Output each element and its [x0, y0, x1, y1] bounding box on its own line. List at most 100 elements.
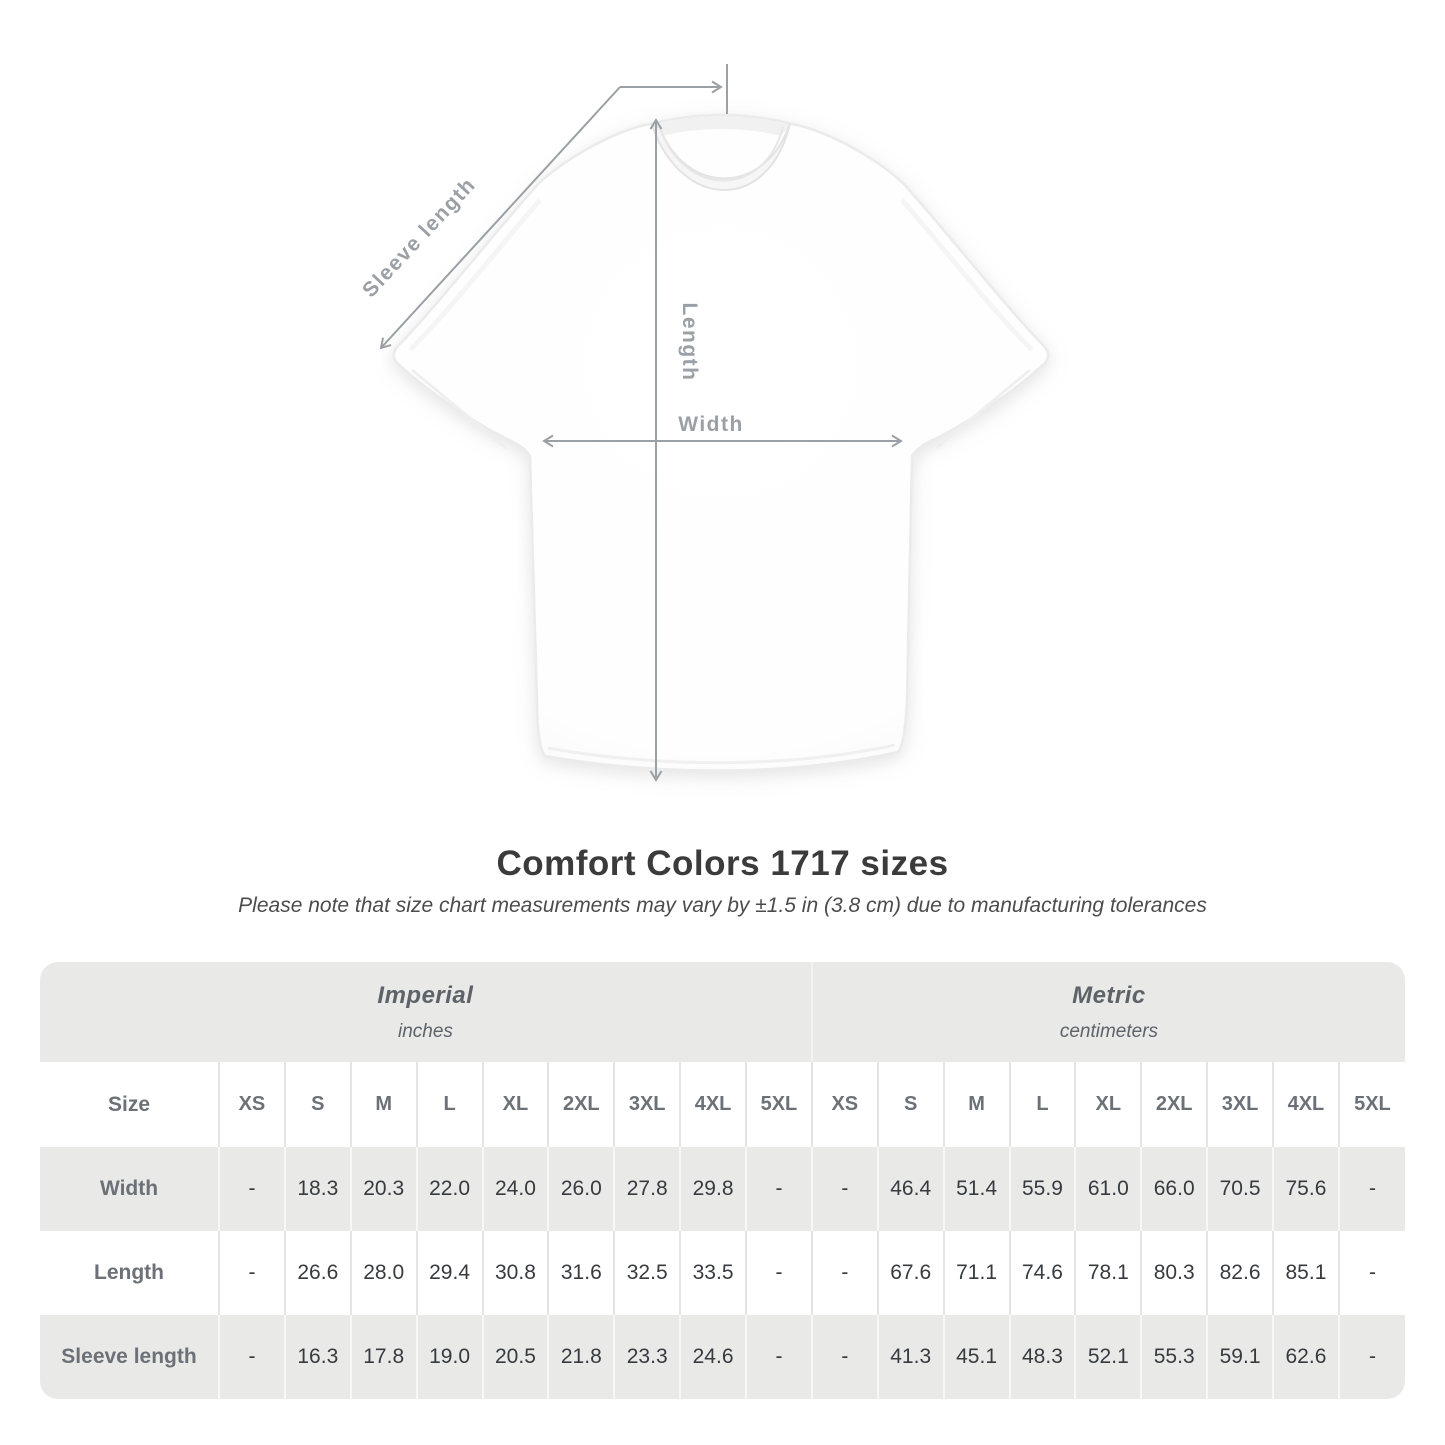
measurement-value: 52.1	[1074, 1315, 1142, 1399]
tshirt-diagram-image: Sleeve length Length Width	[358, 64, 1050, 782]
tshirt-illustration	[392, 113, 1050, 772]
measurement-value: 61.0	[1074, 1147, 1142, 1231]
measurement-value: 62.6	[1272, 1315, 1339, 1399]
size-column-header: M	[942, 1062, 1010, 1147]
imperial-band-name: Imperial	[377, 981, 474, 1009]
size-column-header: S	[876, 1062, 944, 1147]
measurement-annotations	[379, 64, 903, 782]
measurement-value: 33.5	[679, 1231, 746, 1315]
size-column-header: S	[283, 1062, 351, 1147]
measurement-value: 16.3	[283, 1315, 351, 1399]
unit-band-row: Imperial inches Metric centimeters	[40, 962, 1405, 1062]
measurement-value: 80.3	[1140, 1231, 1208, 1315]
size-column-header: 4XL	[1272, 1062, 1339, 1147]
measurement-value: 78.1	[1074, 1231, 1142, 1315]
size-column-header: 5XL	[1337, 1062, 1405, 1147]
size-table-body: Width -18.3 20.3 22.0 24.0 26.0 27.8 29.8- -46.4…	[40, 1147, 1405, 1399]
size-header-cell: Size	[107, 1092, 151, 1116]
metric-band: Metric centimeters	[810, 962, 1405, 1062]
measurement-value: 45.1	[942, 1315, 1010, 1399]
measurement-value: 55.9	[1008, 1147, 1076, 1231]
measurement-value: 29.4	[415, 1231, 483, 1315]
size-column-header: XL	[481, 1062, 549, 1147]
measurement-value: 82.6	[1206, 1231, 1273, 1315]
measurement-value: 41.3	[876, 1315, 944, 1399]
measurement-value: -	[810, 1231, 878, 1315]
measurement-value: 21.8	[547, 1315, 615, 1399]
measurement-value: -	[810, 1315, 878, 1399]
measurement-value: -	[218, 1315, 285, 1399]
measurement-value: 19.0	[415, 1315, 483, 1399]
imperial-band-unit: inches	[397, 1020, 453, 1042]
measurement-value: 67.6	[876, 1231, 944, 1315]
measurement-row: Length -26.6 28.0 29.4 30.8 31.6 32.5 33.5- -67.…	[40, 1231, 1405, 1315]
measurement-value: 75.6	[1272, 1147, 1339, 1231]
measurement-value: -	[745, 1147, 812, 1231]
measurement-row: Sleeve length -16.3 17.8 19.0 20.5 21.8 23.3 24…	[40, 1315, 1405, 1399]
tolerance-note: Please note that size chart measurements…	[238, 894, 1207, 917]
measurement-value: 26.6	[283, 1231, 351, 1315]
measurement-value: 46.4	[876, 1147, 944, 1231]
size-column-header: L	[1008, 1062, 1076, 1147]
size-column-header: XL	[1074, 1062, 1142, 1147]
size-chart-table: Imperial inches Metric centimeters Size …	[40, 962, 1405, 1399]
measurement-value: 32.5	[613, 1231, 681, 1315]
measurement-value: 30.8	[481, 1231, 549, 1315]
imperial-band: Imperial inches	[40, 962, 812, 1062]
measurement-value: 66.0	[1140, 1147, 1208, 1231]
measurement-value: 85.1	[1272, 1231, 1339, 1315]
size-column-header: M	[349, 1062, 417, 1147]
metric-band-name: Metric	[1072, 981, 1146, 1009]
measurement-value: 27.8	[613, 1147, 681, 1231]
measurement-value: -	[218, 1147, 285, 1231]
measurement-value: 31.6	[547, 1231, 615, 1315]
measurement-value: 20.5	[481, 1315, 549, 1399]
measurement-value: 55.3	[1140, 1315, 1208, 1399]
size-column-header: L	[415, 1062, 483, 1147]
collar	[652, 116, 790, 136]
size-column-header: 3XL	[613, 1062, 681, 1147]
size-chart-container: Imperial inches Metric centimeters Size …	[40, 962, 1405, 1399]
measurement-value: 59.1	[1206, 1315, 1273, 1399]
page-title: Comfort Colors 1717 sizes	[496, 844, 949, 883]
measurement-row-label: Length	[94, 1261, 164, 1284]
measurement-value: -	[1337, 1147, 1405, 1231]
measurement-value: 74.6	[1008, 1231, 1076, 1315]
size-column-header: 2XL	[547, 1062, 615, 1147]
measurement-row: Width -18.3 20.3 22.0 24.0 26.0 27.8 29.8- -46.4…	[40, 1147, 1405, 1231]
measurement-value: 18.3	[283, 1147, 351, 1231]
size-column-header: 2XL	[1140, 1062, 1208, 1147]
measurement-value: -	[745, 1315, 812, 1399]
measurement-value: -	[810, 1147, 878, 1231]
measurement-value: -	[218, 1231, 285, 1315]
measurement-value: 22.0	[415, 1147, 483, 1231]
measurement-value: 23.3	[613, 1315, 681, 1399]
measurement-value: -	[1337, 1231, 1405, 1315]
measurement-value: 29.8	[679, 1147, 746, 1231]
measurement-value: 20.3	[349, 1147, 417, 1231]
sleeve-length-diagonal-line	[379, 86, 621, 350]
measurement-row-label: Width	[99, 1177, 159, 1200]
measurement-value: 70.5	[1206, 1147, 1273, 1231]
measurement-value: -	[745, 1231, 812, 1315]
size-header-row: Size XS S M L XL 2XL 3XL 4XL 5XL XS S M L XL 2XL 3XL 4XL…	[40, 1062, 1405, 1147]
measurement-value: 24.0	[481, 1147, 549, 1231]
measurement-value: 26.0	[547, 1147, 615, 1231]
size-column-header: 3XL	[1206, 1062, 1273, 1147]
measurement-value: 51.4	[942, 1147, 1010, 1231]
width-label: Width	[678, 413, 744, 436]
metric-band-unit: centimeters	[1059, 1020, 1159, 1042]
measurement-value: 71.1	[942, 1231, 1010, 1315]
measurement-value: 24.6	[679, 1315, 746, 1399]
size-column-header: XS	[218, 1062, 285, 1147]
measurement-row-label: Sleeve length	[61, 1345, 197, 1368]
size-column-header: 4XL	[679, 1062, 746, 1147]
size-column-header: XS	[810, 1062, 878, 1147]
measurement-value: 17.8	[349, 1315, 417, 1399]
measurement-value: 28.0	[349, 1231, 417, 1315]
size-column-header: 5XL	[745, 1062, 812, 1147]
measurement-value: 48.3	[1008, 1315, 1076, 1399]
measurement-value: -	[1337, 1315, 1405, 1399]
length-label: Length	[678, 303, 701, 382]
